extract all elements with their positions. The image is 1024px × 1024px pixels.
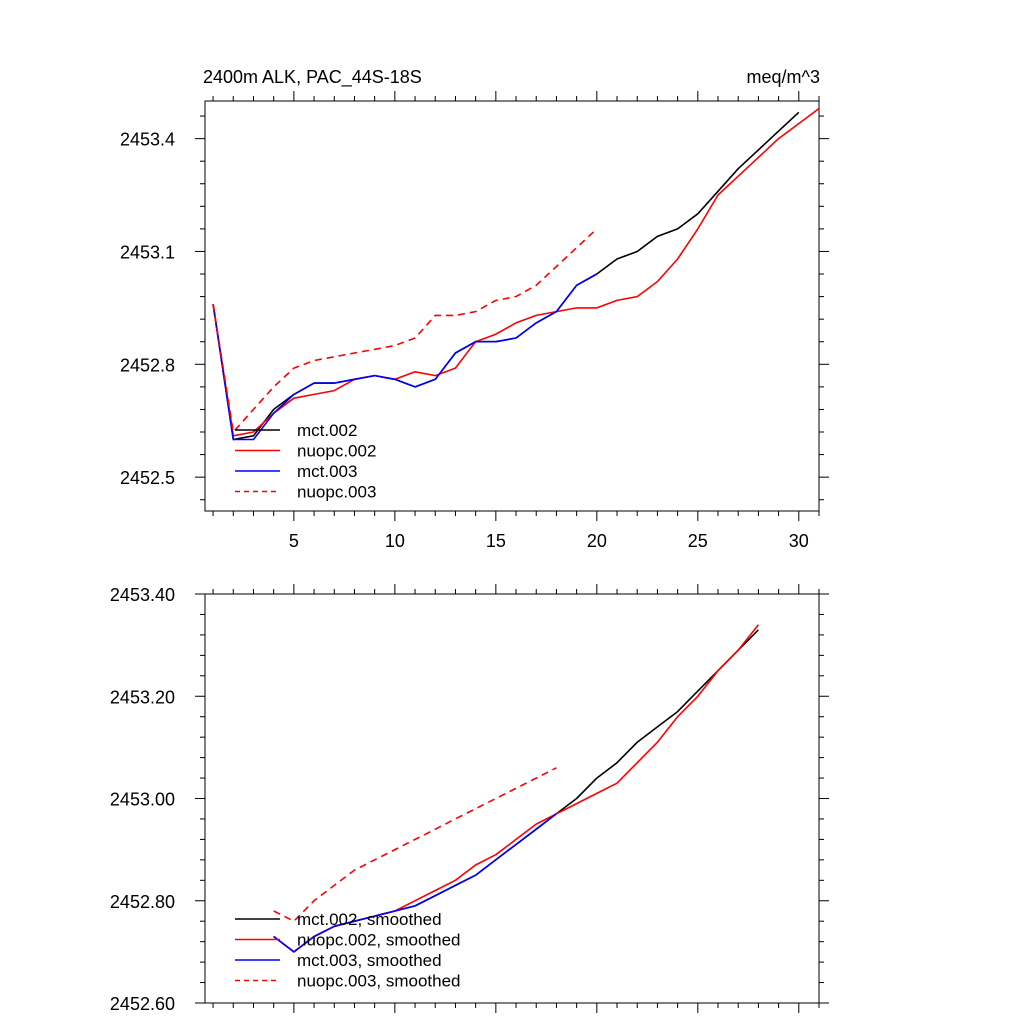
panel-raw: 5 10 15 20 25 30 2452.5 2452.8 2453.1 2453.4 mct.0… [120,91,829,551]
legend-label: mct.002, smoothed [297,910,442,929]
plot-frame [204,100,820,512]
legend-label: nuopc.003, smoothed [297,972,461,991]
legend-label: nuopc.003 [297,483,376,502]
series-line [212,273,598,441]
series-line [273,813,557,953]
x-tick-label: 5 [289,531,299,551]
legend-label: nuopc.002 [297,442,376,461]
series-line [212,228,598,433]
x-tick-label: 30 [789,531,809,551]
y-tick-label: 2452.5 [120,468,175,488]
legend-label: nuopc.002, smoothed [297,931,461,950]
chart-units: meq/m^3 [747,67,820,87]
legend-label: mct.003, smoothed [297,951,442,970]
series-line [273,767,557,923]
legend-label: mct.002 [297,421,357,440]
x-tick-label: 20 [587,531,607,551]
x-tick-label: 15 [486,531,506,551]
panel-smoothed: 2452.60 2452.80 2453.00 2453.20 2453.40 mct.0… [110,584,829,1014]
y-tick-label: 2453.4 [120,130,175,150]
y-tick-label: 2453.1 [120,242,175,262]
series-line [212,107,820,437]
chart-title: 2400m ALK, PAC_44S-18S [203,67,422,88]
x-tick-label: 25 [688,531,708,551]
y-tick-label: 2452.60 [110,994,175,1014]
y-tick-label: 2453.20 [110,687,175,707]
y-tick-label: 2453.00 [110,790,175,810]
series-line [273,624,760,953]
y-tick-label: 2453.40 [110,585,175,605]
y-tick-label: 2452.80 [110,892,175,912]
x-tick-label: 10 [385,531,405,551]
series-line [273,629,759,953]
legend-label: mct.003 [297,462,357,481]
y-tick-label: 2452.8 [120,355,175,375]
